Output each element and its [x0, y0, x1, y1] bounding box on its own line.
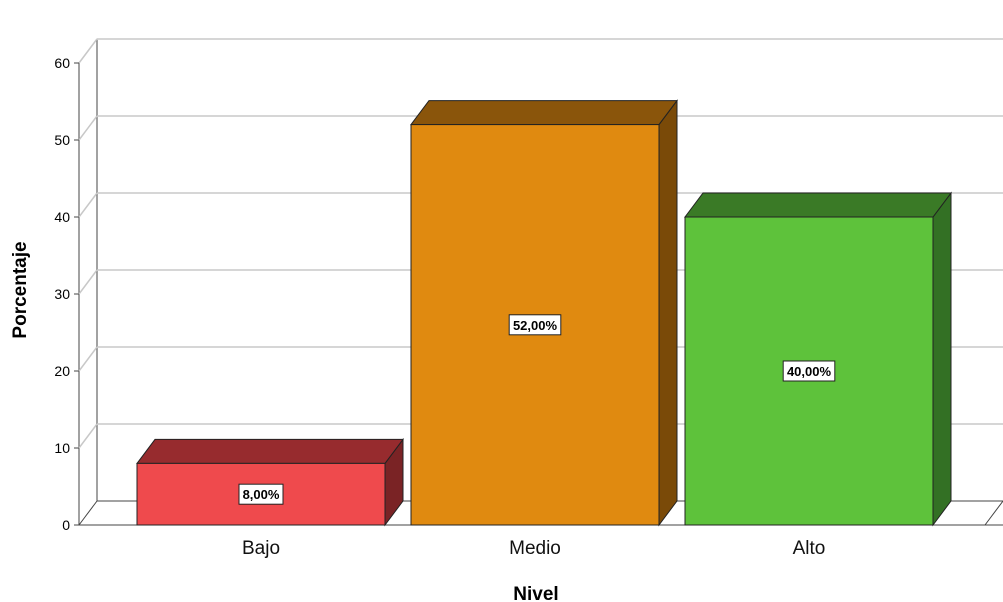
floor-left-edge [78, 500, 98, 526]
gridline-side [78, 38, 98, 64]
category-label: Alto [793, 538, 826, 559]
data-label: 8,00% [243, 487, 280, 502]
data-label: 52,00% [513, 318, 558, 333]
y-tick-label: 0 [62, 517, 70, 533]
x-axis-title: Nivel [513, 584, 558, 602]
bars: 8,00% 52,00% 40,00% [136, 99, 952, 527]
category-label: Bajo [242, 538, 280, 559]
y-tick-label: 50 [54, 132, 70, 148]
y-tick-label: 40 [54, 209, 70, 225]
gridline-side [78, 423, 98, 449]
data-label: 40,00% [787, 364, 832, 379]
gridline-side [78, 115, 98, 141]
category-label: Medio [509, 538, 561, 559]
bar-bajo: 8,00% [136, 437, 404, 527]
bar-side-face [932, 191, 952, 527]
floor-right-edge [984, 500, 1003, 526]
y-axis-title: Porcentaje [10, 241, 31, 338]
bar-top-face [684, 192, 952, 218]
data-label-box [238, 483, 284, 505]
category-labels: Bajo Medio Alto [242, 538, 825, 559]
bar-top-face [136, 438, 404, 464]
gridline-side [78, 346, 98, 372]
bar-top-face [410, 100, 678, 126]
y-tick-labels: 0 10 20 30 40 50 60 [54, 55, 79, 533]
y-tick-label: 60 [54, 55, 70, 71]
data-label-box [782, 360, 836, 382]
y-tick-label: 10 [54, 440, 70, 456]
bar-alto: 40,00% [684, 191, 952, 527]
bar-medio: 52,00% [410, 99, 678, 527]
gridline-side [78, 192, 98, 218]
data-label-box [508, 314, 562, 336]
y-tick-label: 30 [54, 286, 70, 302]
gridline-side [78, 269, 98, 295]
y-tick-label: 20 [54, 363, 70, 379]
bar-side-face [658, 99, 678, 527]
